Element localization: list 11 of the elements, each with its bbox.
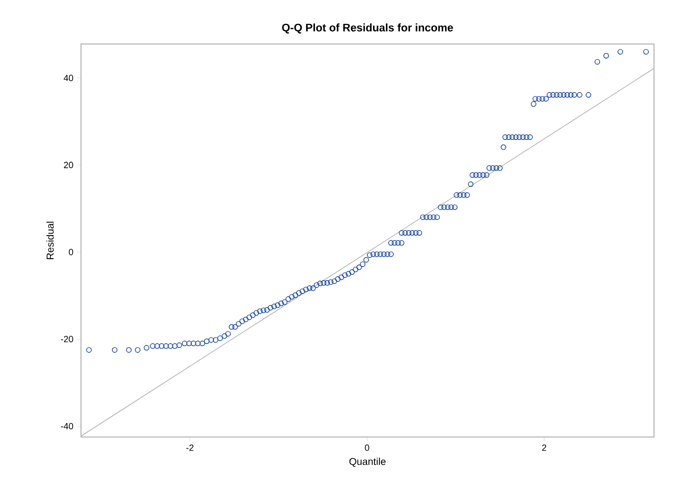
y-tick-label: 0 xyxy=(68,248,74,256)
x-tick-label: -2 xyxy=(186,444,194,451)
y-tick-label: 20 xyxy=(64,162,74,168)
y-tick-label: 40 xyxy=(64,74,74,82)
y-tick-label: -20 xyxy=(60,336,74,342)
y-tick-label: -40 xyxy=(60,422,74,430)
x-axis-title: Quantile xyxy=(349,458,386,467)
x-tick-label: 0 xyxy=(364,444,370,451)
x-tick-label: 2 xyxy=(542,444,546,451)
chart-title: Q-Q Plot of Residuals for income xyxy=(282,23,453,34)
y-axis-title: Residual xyxy=(46,222,54,260)
